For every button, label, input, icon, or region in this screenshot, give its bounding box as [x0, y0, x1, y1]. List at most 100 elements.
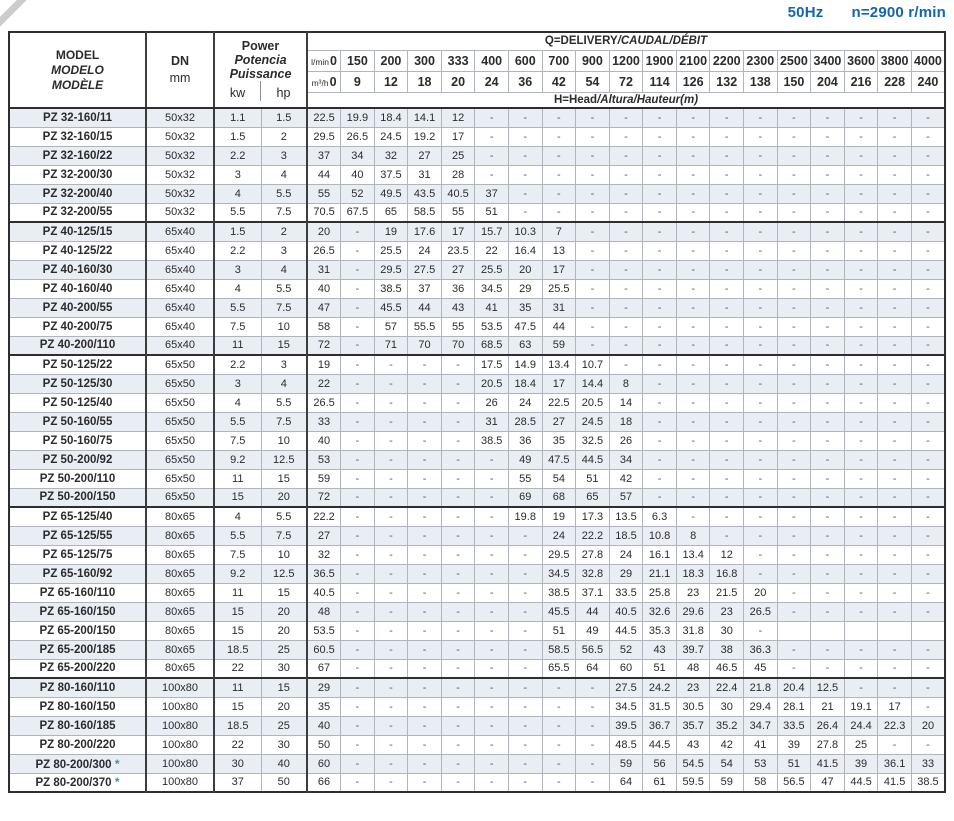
head-value-cell: - [910, 202, 946, 223]
head-value-cell: - [843, 506, 879, 527]
hp-cell: 7.5 [260, 297, 308, 318]
table-row: PZ 50-200/110 65x50 11 15 59- - - - -55 54 51 42- - -… [8, 468, 946, 489]
head-value-cell: - [340, 582, 375, 603]
head-value-cell: - [910, 335, 946, 356]
kw-cell: 22 [213, 734, 262, 755]
head-value-cell: - [910, 525, 946, 546]
lmin-value-cell: 300 [407, 49, 442, 72]
head-value-cell: 23.5 [440, 240, 476, 261]
dn-cell: 80x65 [145, 506, 215, 527]
head-value-cell: 64 [575, 658, 610, 679]
head-value-cell: - [877, 544, 912, 565]
m3h-value-cell: m³/h0 [306, 70, 342, 93]
head-value-cell: - [675, 354, 711, 375]
head-value-cell: 39 [843, 753, 879, 774]
head-value-cell: - [373, 525, 409, 546]
head-value-cell: - [843, 639, 879, 660]
head-value-cell: - [776, 316, 812, 337]
head-value-cell: 67.5 [340, 202, 375, 223]
table-row: PZ 40-160/40 65x40 4 5.5 40-38.5 37 36 34.5 29 25… [8, 278, 946, 299]
head-value-cell: - [474, 639, 509, 660]
head-value-cell: - [743, 468, 778, 489]
kw-cell: 5.5 [213, 297, 262, 318]
head-value-cell: - [474, 715, 509, 736]
head-value-cell: - [373, 373, 409, 394]
head-value-cell: - [910, 221, 946, 242]
head-value-cell: 26.5 [306, 392, 342, 413]
head-value-cell: - [642, 259, 677, 280]
kw-cell: 5.5 [213, 202, 262, 223]
m3h-value-cell: 228 [877, 70, 912, 93]
head-value-cell: - [507, 677, 543, 698]
head-value-cell: - [843, 487, 879, 508]
kw-cell: 1.5 [213, 221, 262, 242]
dn-cell: 100x80 [145, 677, 215, 698]
hp-cell: 12.5 [260, 563, 308, 584]
head-value-cell: 25 [843, 734, 879, 755]
head-value-cell: 69 [507, 487, 543, 508]
head-value-cell: 38.5 [910, 772, 946, 793]
head-value-cell: - [440, 544, 476, 565]
head-value-cell: - [910, 354, 946, 375]
head-value-cell: - [743, 107, 778, 128]
head-value-cell: 20.4 [776, 677, 812, 698]
head-value-cell: 19 [373, 221, 409, 242]
head-value-cell: - [373, 544, 409, 565]
kw-cell: 7.5 [213, 430, 262, 451]
head-value-cell: - [340, 772, 375, 793]
head-value-cell: 18.4 [373, 107, 409, 128]
m3h-value-cell: 150 [776, 70, 812, 93]
head-value-cell [810, 620, 845, 641]
lmin-value-cell: 1900 [642, 49, 677, 72]
table-row: PZ 80-200/220 100x80 22 30 50- - - - - - - -48.5 44.… [8, 734, 946, 755]
head-value-cell: - [474, 525, 509, 546]
head-value-cell: - [843, 525, 879, 546]
head-value-cell: - [474, 126, 509, 147]
head-value-cell: - [575, 316, 610, 337]
head-value-cell: - [440, 696, 476, 717]
kw-cell: 9.2 [213, 449, 262, 470]
head-value-cell: 56 [642, 753, 677, 774]
head-value-cell: - [810, 202, 845, 223]
head-value-cell: - [675, 221, 711, 242]
head-value-cell: - [810, 221, 845, 242]
head-value-cell: - [810, 582, 845, 603]
head-value-cell: - [877, 677, 912, 698]
model-cell: PZ 50-200/92 [8, 449, 147, 470]
head-value-cell: - [474, 620, 509, 641]
head-value-cell: 20 [743, 582, 778, 603]
head-value-cell: - [474, 677, 509, 698]
head-value-cell: 59 [608, 753, 644, 774]
head-value-cell: - [440, 715, 476, 736]
kw-cell: 5.5 [213, 411, 262, 432]
table-row: PZ 40-200/55 65x40 5.5 7.5 47-45.5 44 43 41 35 31… [8, 297, 946, 318]
head-value-cell: 42 [709, 734, 745, 755]
m3h-value-cell: 42 [541, 70, 577, 93]
head-value-cell: 14.4 [575, 373, 610, 394]
head-value-cell: - [810, 601, 845, 622]
head-value-cell: - [910, 544, 946, 565]
head-value-cell: - [373, 677, 409, 698]
hp-cell: 2 [260, 221, 308, 242]
head-value-cell: 71 [373, 335, 409, 356]
head-value-cell: 39.5 [608, 715, 644, 736]
head-value-cell: - [910, 278, 946, 299]
head-value-cell: 26.5 [340, 126, 375, 147]
hp-cell: 5.5 [260, 392, 308, 413]
head-value-cell: 41 [743, 734, 778, 755]
head-value-cell: - [340, 316, 375, 337]
head-value-cell: - [709, 259, 745, 280]
head-value-cell: - [541, 753, 577, 774]
head-value-cell: - [776, 354, 812, 375]
head-value-cell: - [675, 506, 711, 527]
hp-cell: 20 [260, 601, 308, 622]
head-value-cell: - [575, 145, 610, 166]
head-value-cell: 31.8 [675, 620, 711, 641]
head-value-cell: 26 [474, 392, 509, 413]
table-row: PZ 50-160/75 65x50 7.5 10 40- - - -38.5 36 35 32.5… [8, 430, 946, 451]
model-cell: PZ 65-200/150 [8, 620, 147, 641]
head-value-cell: - [877, 126, 912, 147]
head-value-cell: - [340, 221, 375, 242]
head-value-cell: 49 [507, 449, 543, 470]
head-value-cell: - [743, 240, 778, 261]
